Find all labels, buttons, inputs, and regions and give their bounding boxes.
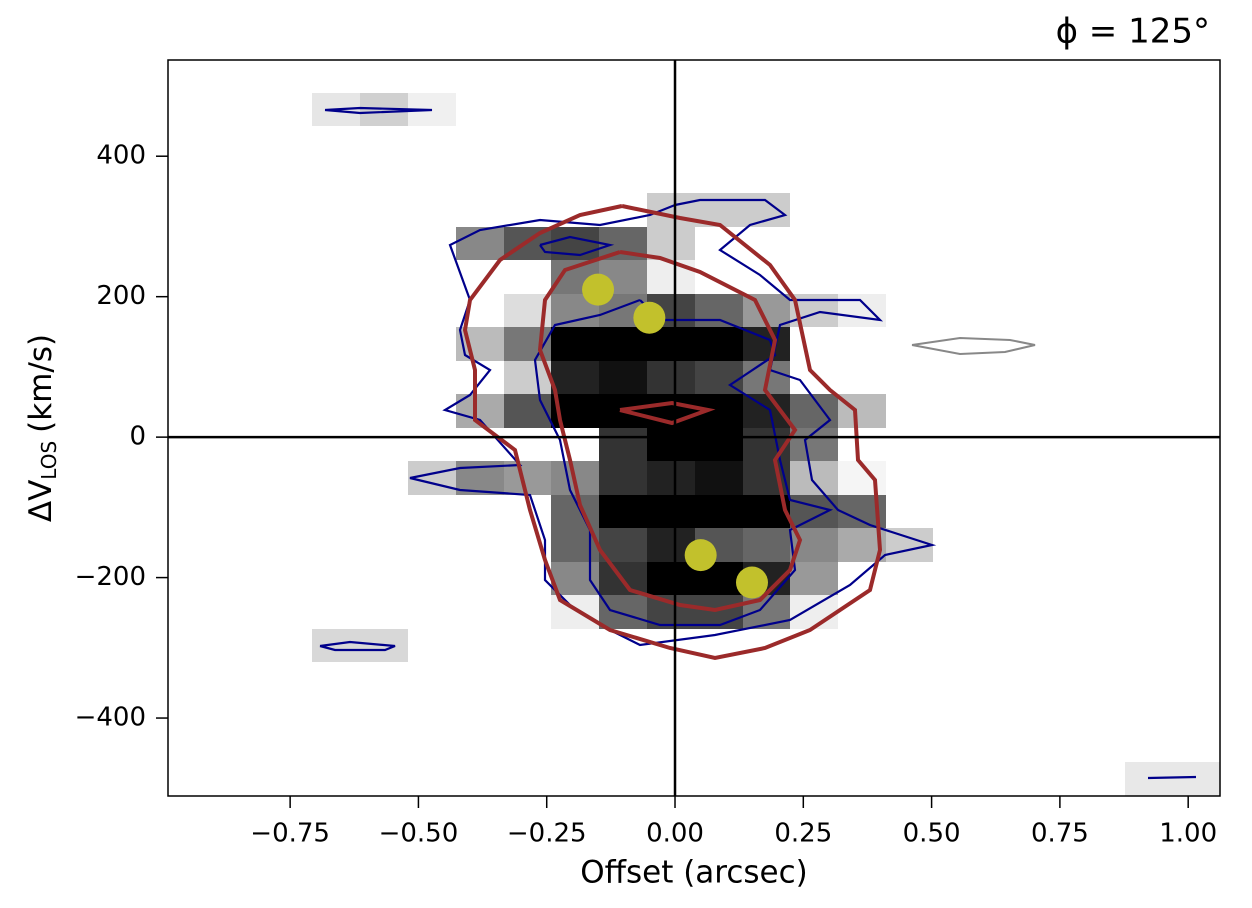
x-tick-label: 0.25: [774, 819, 832, 849]
y-tick-label: 0: [129, 422, 146, 452]
y-tick-label: −200: [75, 562, 146, 592]
y-axis-label: ΔVLOS (km/s): [23, 334, 61, 522]
x-tick-label: 0.75: [1031, 819, 1089, 849]
y-label-main: ΔV: [23, 480, 59, 522]
y-tick-label: 400: [96, 141, 146, 171]
x-tick-label: 0.50: [903, 819, 961, 849]
contour: [319, 640, 396, 652]
chart-title: ϕ = 125°: [1056, 12, 1210, 52]
intensity-map: [312, 93, 1220, 796]
contour: [1147, 775, 1197, 780]
y-label-subscript: LOS: [37, 441, 61, 480]
contour: [619, 400, 716, 426]
x-tick-label: −0.50: [379, 819, 459, 849]
y-tick-label: 200: [96, 281, 146, 311]
point: [735, 566, 768, 599]
contours: [462, 204, 883, 661]
point: [684, 539, 717, 572]
contour: [537, 250, 803, 613]
contour: [324, 106, 433, 115]
x-tick-label: 0.00: [646, 819, 704, 849]
x-tick-label: −0.25: [507, 819, 587, 849]
contour: [409, 198, 937, 647]
point: [582, 273, 615, 306]
x-tick-label: 1.00: [1159, 819, 1217, 849]
y-label-unit: (km/s): [23, 334, 59, 433]
contour: [539, 235, 615, 257]
x-tick-label: −0.75: [250, 819, 330, 849]
y-tick-label: −400: [75, 703, 146, 733]
contour: [462, 204, 883, 661]
plot-frame: [167, 59, 1221, 797]
x-axis-label: Offset (arcsec): [580, 855, 808, 891]
point: [633, 301, 666, 334]
